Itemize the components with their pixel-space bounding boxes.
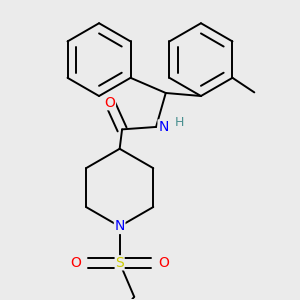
Text: S: S bbox=[115, 256, 124, 270]
Text: O: O bbox=[70, 256, 81, 270]
Text: N: N bbox=[158, 120, 169, 134]
Text: O: O bbox=[158, 256, 169, 270]
Text: N: N bbox=[115, 219, 125, 233]
Text: H: H bbox=[174, 116, 184, 129]
Text: O: O bbox=[104, 96, 116, 110]
